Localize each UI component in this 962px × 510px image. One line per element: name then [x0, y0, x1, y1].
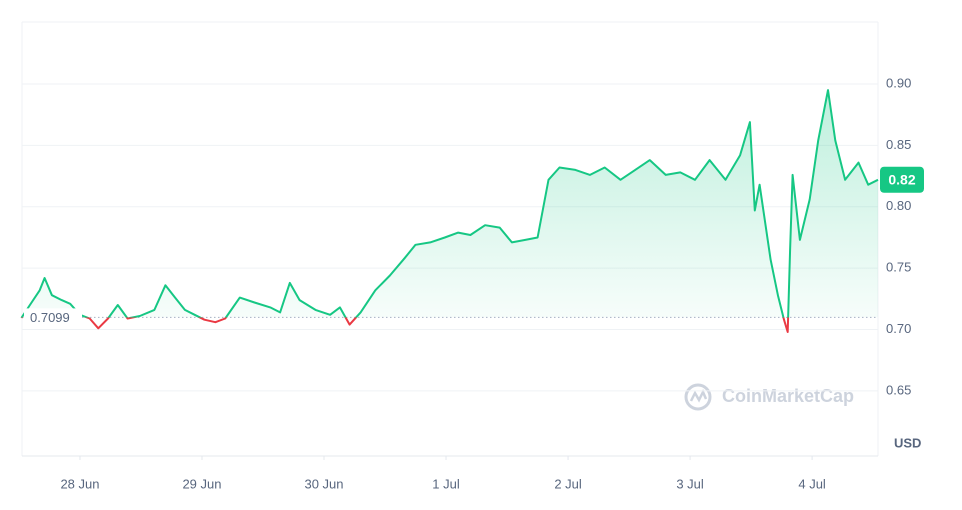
- x-tick-label: 3 Jul: [676, 476, 704, 491]
- x-tick-label: 4 Jul: [798, 476, 826, 491]
- watermark-text: CoinMarketCap: [722, 386, 854, 406]
- baseline-label-bg: [24, 308, 82, 327]
- current-price-tag: [880, 166, 924, 193]
- x-tick-label: 1 Jul: [432, 476, 460, 491]
- y-tick-label: 0.75: [886, 260, 911, 275]
- price-area: [22, 90, 878, 318]
- x-tick-label: 2 Jul: [554, 476, 582, 491]
- y-axis-label: USD: [894, 435, 921, 450]
- x-tick-label: 30 Jun: [304, 476, 343, 491]
- x-tick-label: 29 Jun: [182, 476, 221, 491]
- y-tick-label: 0.80: [886, 198, 911, 213]
- price-line: [20, 89, 879, 333]
- y-tick-label: 0.65: [886, 382, 911, 397]
- current-price-label: 0.82: [888, 171, 915, 187]
- x-tick-label: 28 Jun: [60, 476, 99, 491]
- y-tick-label: 0.70: [886, 321, 911, 336]
- baseline-label: 0.7099: [30, 310, 70, 325]
- y-tick-label: 0.90: [886, 75, 911, 90]
- watermark: CoinMarketCap: [684, 383, 854, 411]
- y-tick-label: 0.85: [886, 137, 911, 152]
